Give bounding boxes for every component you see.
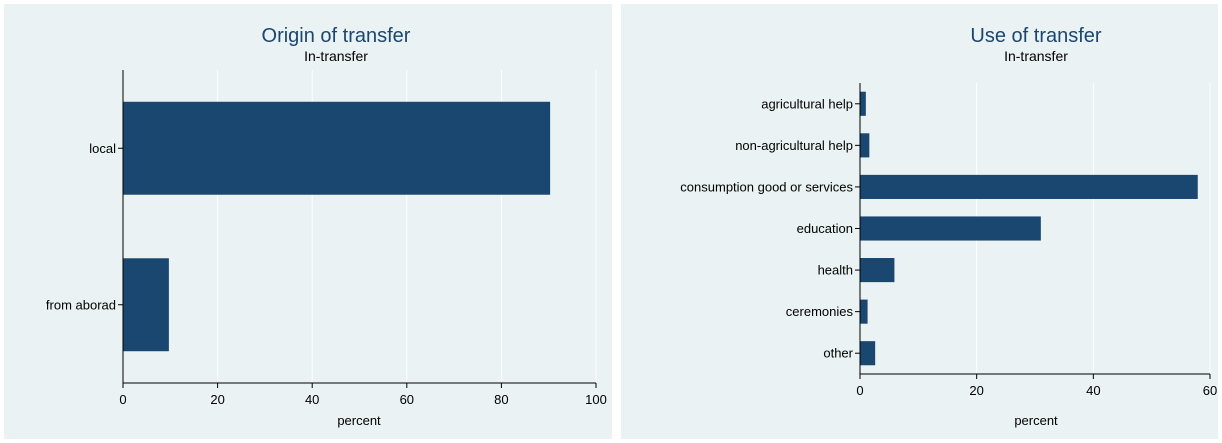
chart-use-of-transfer: Use of transfer In-transfer agricultural… <box>680 25 1217 428</box>
category-label: non-agricultural help <box>735 138 853 153</box>
category-label: ceremonies <box>786 304 854 319</box>
category-label: consumption good or services <box>680 179 853 194</box>
x-tick-label: 60 <box>400 392 414 407</box>
x-axis-label: percent <box>1014 413 1058 428</box>
x-tick-label: 80 <box>494 392 508 407</box>
x-tick-label: 20 <box>969 383 983 398</box>
category-label: education <box>797 221 853 236</box>
chart-title: Use of transfer <box>970 25 1102 47</box>
bar-local <box>123 101 551 195</box>
chart-title: Origin of transfer <box>262 25 411 47</box>
category-label: local <box>89 141 116 156</box>
category-label: other <box>823 346 853 361</box>
x-tick-label: 40 <box>1086 383 1100 398</box>
chart-panel-origin: Origin of transfer In-transfer local from… <box>4 4 612 439</box>
bar-ceremonies <box>860 299 868 324</box>
bar-consumption-good-or-services <box>860 174 1198 199</box>
x-tick-label: 0 <box>856 383 863 398</box>
category-label: agricultural help <box>761 96 853 111</box>
x-tick-label: 40 <box>305 392 319 407</box>
x-tick-label: 60 <box>1203 383 1217 398</box>
plot-area: agricultural help non-agricultural help co… <box>680 83 1217 398</box>
chart-origin-of-transfer: Origin of transfer In-transfer local from… <box>46 25 607 428</box>
bar-health <box>860 258 895 283</box>
plot-area: local from aborad 0 20 40 60 80 100 <box>46 70 607 407</box>
x-tick-label: 0 <box>119 392 126 407</box>
chart-subtitle: In-transfer <box>1004 48 1068 64</box>
x-tick-label: 100 <box>585 392 607 407</box>
bar-from-aborad <box>123 258 169 352</box>
bar-other <box>860 341 876 366</box>
bar-non-agricultural-help <box>860 133 870 158</box>
category-label: from aborad <box>46 297 116 312</box>
chart-panel-use: Use of transfer In-transfer agricultural… <box>621 4 1218 439</box>
x-axis-label: percent <box>337 413 381 428</box>
x-tick-label: 20 <box>210 392 224 407</box>
chart-subtitle: In-transfer <box>304 48 368 64</box>
category-label: health <box>818 263 853 278</box>
bar-agricultural-help <box>860 91 866 116</box>
bar-education <box>860 216 1041 241</box>
